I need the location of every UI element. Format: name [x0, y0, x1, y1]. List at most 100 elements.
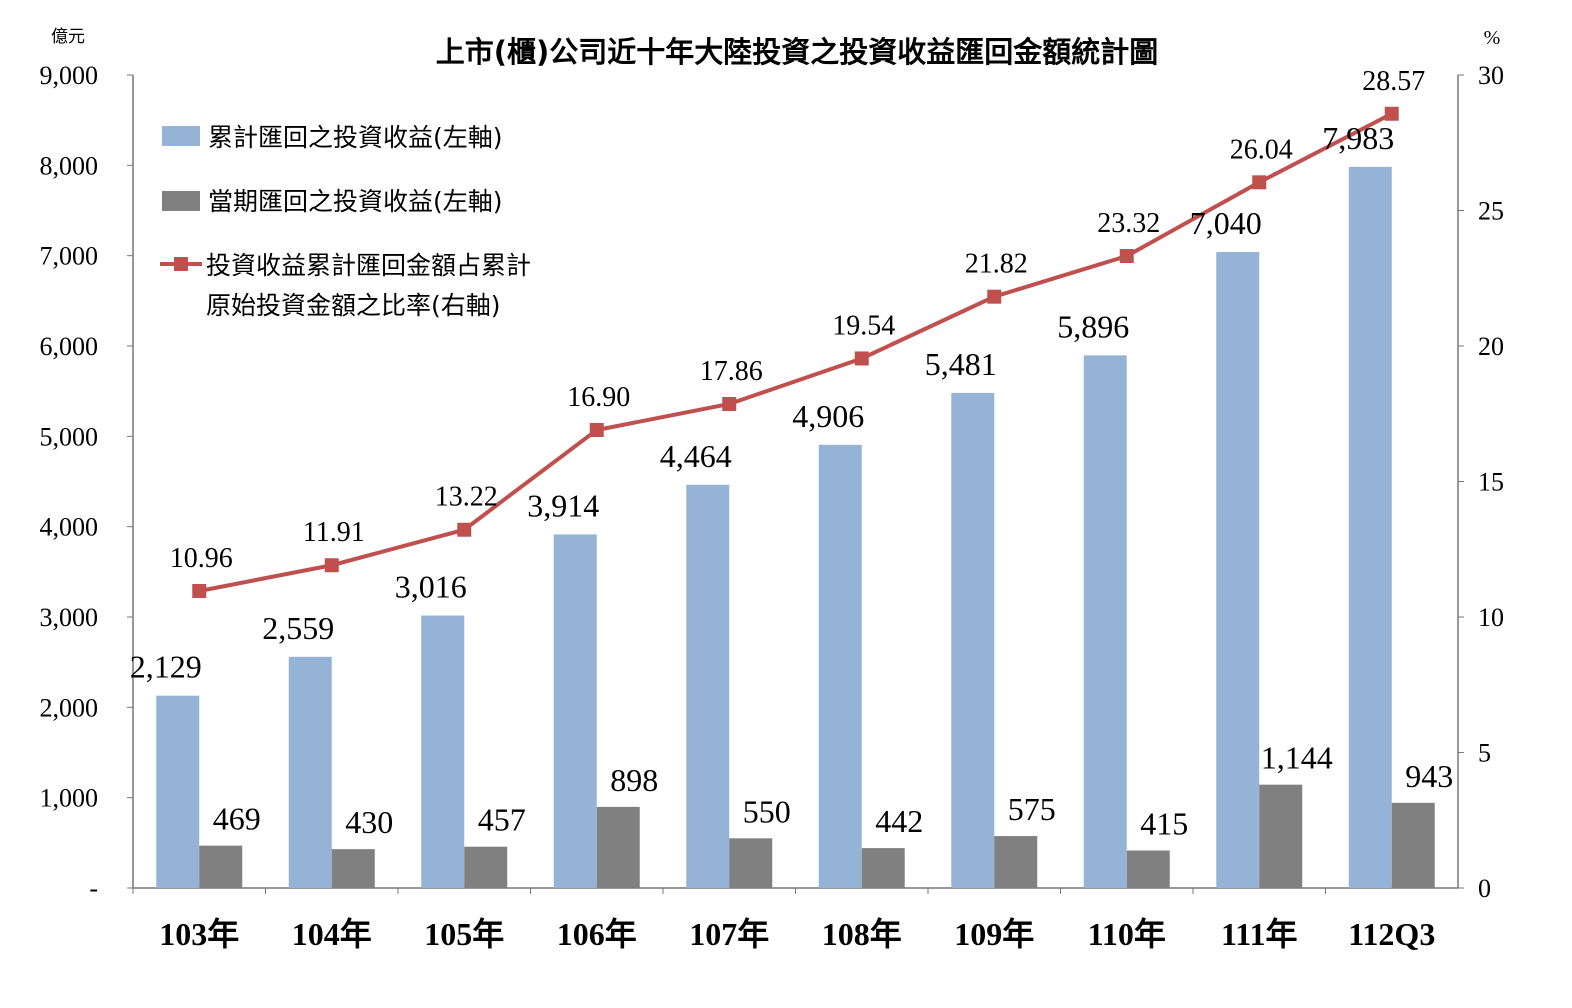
bar-cumulative	[421, 615, 465, 888]
left-tick-label: -	[89, 874, 98, 903]
data-label-cumulative: 4,464	[660, 438, 732, 474]
ratio-marker	[324, 558, 339, 573]
data-label-period: 575	[1008, 791, 1056, 827]
ratio-marker	[987, 289, 1002, 304]
data-label-period: 415	[1140, 806, 1188, 842]
x-tick-label: 104年	[292, 916, 372, 952]
legend-label-period: 當期匯回之投資收益(左軸)	[208, 187, 503, 216]
ratio-marker	[722, 396, 737, 411]
data-label-period: 442	[875, 803, 923, 839]
data-label-cumulative: 2,129	[130, 649, 202, 685]
data-label-ratio: 26.04	[1230, 134, 1293, 165]
bar-cumulative	[1083, 355, 1127, 888]
x-tick-label: 107年	[689, 916, 769, 952]
x-tick-label: 111年	[1221, 916, 1297, 952]
right-tick-label: 0	[1478, 874, 1491, 903]
right-tick-label: 10	[1478, 603, 1504, 632]
data-label-cumulative: 5,481	[925, 346, 997, 382]
data-label-period: 469	[213, 801, 261, 837]
bar-period	[1391, 802, 1435, 888]
data-label-cumulative: 7,983	[1322, 120, 1394, 156]
left-tick-label: 1,000	[40, 784, 99, 813]
bar-cumulative	[818, 444, 862, 888]
right-tick-label: 30	[1478, 61, 1504, 90]
left-tick-label: 6,000	[40, 332, 99, 361]
data-label-cumulative: 3,914	[527, 487, 599, 523]
data-label-ratio: 28.57	[1362, 66, 1425, 97]
data-label-period: 1,144	[1261, 740, 1333, 776]
right-tick-label: 20	[1478, 332, 1504, 361]
data-label-period: 457	[478, 802, 526, 838]
ratio-marker	[589, 423, 604, 438]
x-tick-label: 105年	[424, 916, 504, 952]
x-tick-label: 108年	[822, 916, 902, 952]
right-axis-unit: %	[1484, 27, 1501, 49]
left-tick-label: 3,000	[40, 603, 99, 632]
bar-period	[994, 836, 1038, 888]
bar-period	[331, 849, 375, 888]
data-label-ratio: 23.32	[1097, 208, 1160, 239]
ratio-line	[198, 111, 1393, 593]
legend-label-ratio-line2: 原始投資金額之比率(右軸)	[206, 291, 501, 320]
right-tick-label: 15	[1478, 468, 1504, 497]
bar-period	[1126, 850, 1170, 888]
data-label-period: 550	[743, 793, 791, 829]
bar-cumulative	[951, 392, 995, 888]
ratio-marker	[1252, 175, 1267, 190]
left-tick-label: 2,000	[40, 693, 99, 722]
bar-period	[729, 838, 773, 888]
bar-period	[1259, 784, 1303, 888]
bar-cumulative	[686, 484, 730, 888]
data-label-ratio: 16.90	[567, 382, 630, 413]
ratio-marker	[192, 583, 207, 598]
data-label-cumulative: 3,016	[395, 569, 467, 605]
bar-cumulative	[553, 534, 597, 888]
x-tick-label: 109年	[954, 916, 1034, 952]
ratio-marker	[854, 351, 869, 366]
data-label-ratio: 17.86	[700, 356, 763, 387]
right-tick-label: 5	[1478, 739, 1491, 768]
x-tick-label: 106年	[557, 916, 637, 952]
bar-period	[464, 846, 508, 888]
left-tick-label: 8,000	[40, 151, 99, 180]
legend-label-cumulative: 累計匯回之投資收益(左軸)	[208, 123, 503, 152]
bar-cumulative	[1348, 166, 1392, 888]
data-label-cumulative: 2,559	[262, 610, 334, 646]
bar-period	[199, 845, 243, 888]
x-tick-label: 112Q3	[1348, 916, 1435, 952]
data-label-period: 943	[1405, 758, 1453, 794]
legend-swatch-cumulative	[162, 126, 200, 146]
data-label-cumulative: 5,896	[1057, 308, 1129, 344]
bar-period	[596, 806, 640, 888]
data-label-ratio: 21.82	[965, 249, 1028, 280]
bar-period	[861, 848, 905, 888]
data-label-cumulative: 7,040	[1190, 205, 1262, 241]
data-label-cumulative: 4,906	[792, 398, 864, 434]
x-tick-label: 110年	[1088, 916, 1166, 952]
bar-cumulative	[1216, 252, 1260, 888]
left-tick-label: 9,000	[40, 61, 99, 90]
chart-title: 上市(櫃)公司近十年大陸投資之投資收益匯回金額統計圖	[436, 35, 1159, 69]
bar-cumulative	[288, 656, 332, 888]
left-tick-label: 7,000	[40, 242, 99, 271]
legend: 累計匯回之投資收益(左軸) 當期匯回之投資收益(左軸) 投資收益累計匯回金額占累…	[160, 123, 531, 320]
data-label-period: 898	[610, 762, 658, 798]
x-tick-label: 103年	[159, 916, 239, 952]
bar-cumulative	[156, 695, 200, 888]
left-tick-label: 5,000	[40, 422, 99, 451]
legend-label-ratio-line1: 投資收益累計匯回金額占累計	[206, 251, 531, 280]
data-label-period: 430	[345, 804, 393, 840]
ratio-marker	[1384, 106, 1399, 121]
data-label-ratio: 19.54	[832, 310, 895, 341]
left-tick-label: 4,000	[40, 513, 99, 542]
ratio-marker	[457, 522, 472, 537]
ratio-marker	[1119, 249, 1134, 264]
right-tick-label: 25	[1478, 197, 1504, 226]
data-label-ratio: 13.22	[435, 482, 498, 513]
data-label-ratio: 11.91	[303, 517, 365, 548]
left-axis-unit: 億元	[51, 27, 85, 47]
legend-marker-ratio	[174, 257, 188, 271]
legend-swatch-period	[162, 191, 200, 211]
data-label-ratio: 10.96	[170, 543, 233, 574]
